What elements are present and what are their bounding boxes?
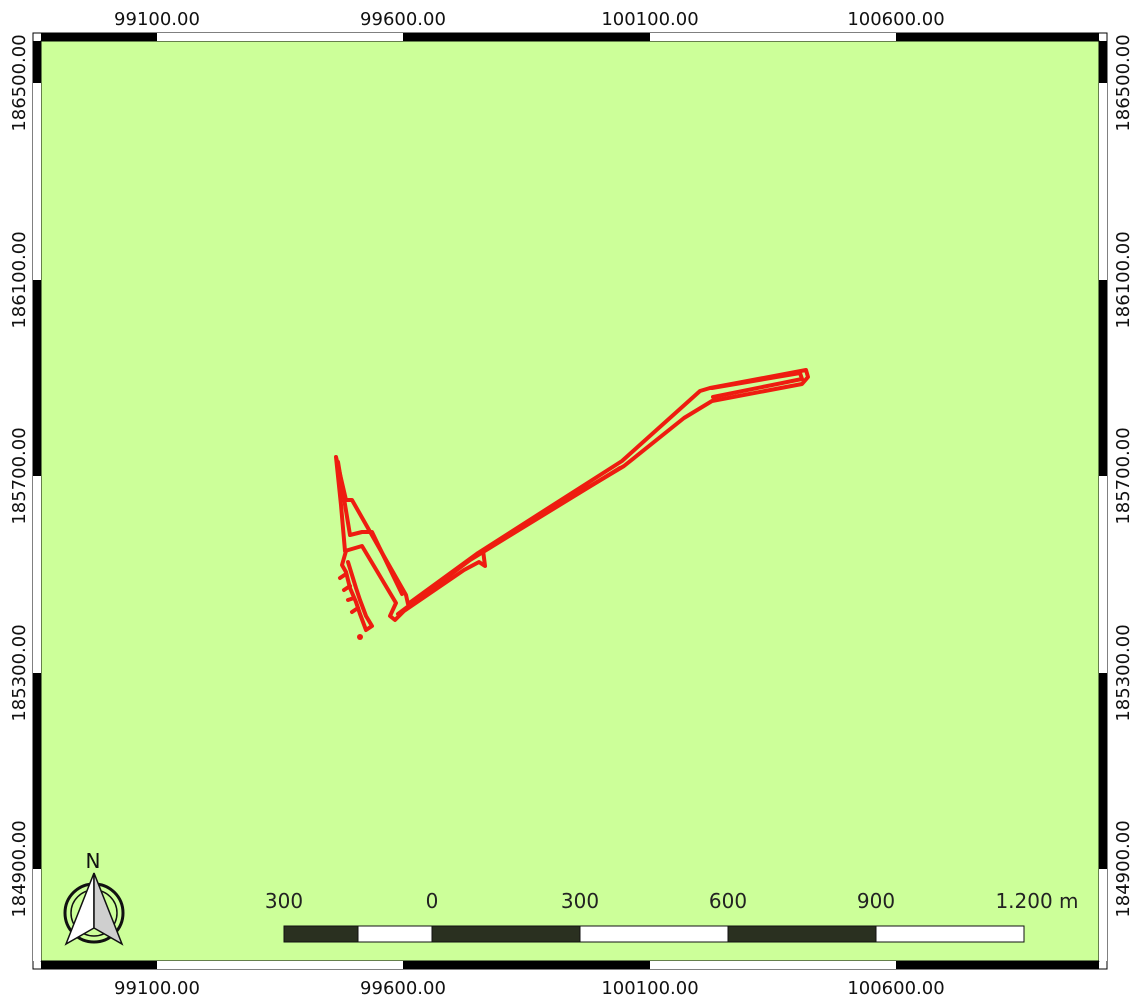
y-label-left: 185300.00 <box>9 624 30 721</box>
y-label-right: 185700.00 <box>1113 427 1134 524</box>
frame-segment <box>157 961 403 969</box>
route-endpoint <box>357 634 363 640</box>
frame-segment <box>896 961 1099 969</box>
frame-segment <box>1099 476 1107 673</box>
y-label-right: 185300.00 <box>1113 624 1134 721</box>
y-label-left: 186100.00 <box>9 231 30 328</box>
scale-bar-label: 1.200 m <box>995 889 1078 913</box>
frame-segment <box>650 961 896 969</box>
scale-bar-label: 300 <box>265 889 303 913</box>
route-branch <box>340 549 374 632</box>
north-arrow-label: N <box>86 849 101 873</box>
scale-bar-segment <box>727 925 877 943</box>
scale-bar-label: 300 <box>561 889 599 913</box>
north-arrow: N <box>63 849 125 946</box>
scale-bar-label: 0 <box>426 889 439 913</box>
scale-bar-segment <box>875 925 1025 943</box>
frame-segment <box>157 33 403 41</box>
y-label-right: 186500.00 <box>1113 34 1134 131</box>
frame-segment <box>33 280 41 476</box>
frame-segment <box>1099 41 1107 83</box>
x-label-top: 99600.00 <box>360 9 446 30</box>
scale-bar-segment <box>283 925 359 943</box>
frame-segment <box>33 83 41 280</box>
frame-segment <box>1099 280 1107 476</box>
x-label-top: 100600.00 <box>847 9 944 30</box>
frame-segment <box>403 33 650 41</box>
route-inner-line <box>336 460 404 596</box>
x-label-top: 100100.00 <box>601 9 698 30</box>
frame-segment <box>41 961 157 969</box>
scale-bar-segment <box>431 925 581 943</box>
route-inner-line <box>710 371 804 399</box>
frame-segment <box>33 673 41 869</box>
frame-segment <box>403 961 650 969</box>
frame-segment <box>41 33 157 41</box>
scale-bar-label: 600 <box>709 889 747 913</box>
scale-bar-segment <box>579 925 729 943</box>
frame-segments <box>33 33 1107 969</box>
y-label-right: 186100.00 <box>1113 231 1134 328</box>
scale-bar-label: 900 <box>857 889 895 913</box>
x-label-top: 99100.00 <box>114 9 200 30</box>
frame-segment <box>650 33 896 41</box>
x-label-bottom: 100100.00 <box>601 978 698 999</box>
frame-segment <box>1099 673 1107 869</box>
y-label-left: 184900.00 <box>9 820 30 917</box>
scale-bar-segment <box>357 925 433 943</box>
x-label-bottom: 99100.00 <box>114 978 200 999</box>
y-label-right: 184900.00 <box>1113 820 1134 917</box>
route-branch <box>338 572 360 614</box>
x-label-bottom: 99600.00 <box>360 978 446 999</box>
north-arrow-right-half <box>93 872 124 946</box>
scale-bar <box>283 925 1025 943</box>
frame-segment <box>896 33 1099 41</box>
route-feature <box>334 368 810 632</box>
frame-segment <box>1099 83 1107 280</box>
frame-segment <box>33 476 41 673</box>
frame-segment <box>33 41 41 83</box>
x-label-bottom: 100600.00 <box>847 978 944 999</box>
route-inner-line <box>396 466 622 616</box>
y-label-left: 186500.00 <box>9 34 30 131</box>
y-label-left: 185700.00 <box>9 427 30 524</box>
frame-segment <box>1099 869 1107 961</box>
frame-segment <box>33 869 41 961</box>
